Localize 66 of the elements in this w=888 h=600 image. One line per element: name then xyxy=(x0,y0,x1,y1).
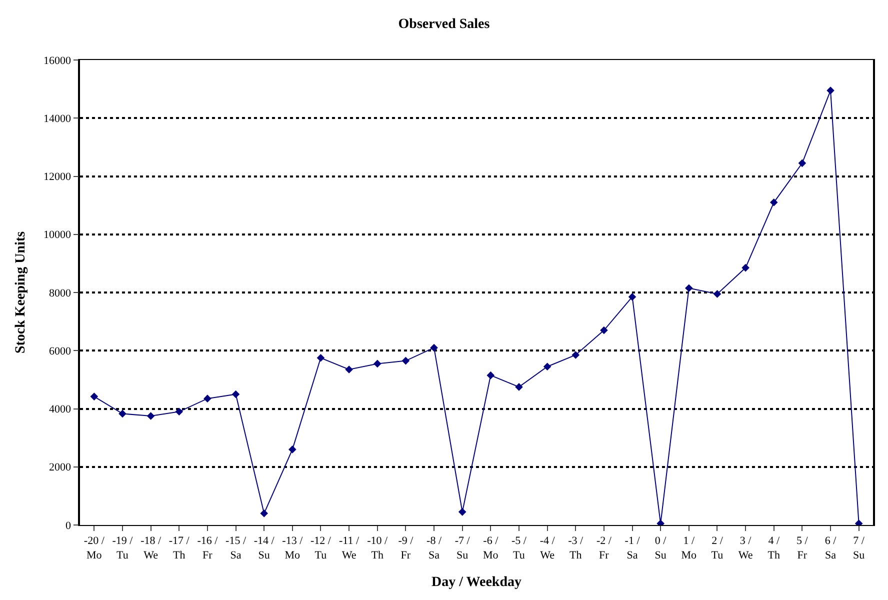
x-tick-label: -13 / Mo xyxy=(282,535,304,562)
y-tick-label: 2000 xyxy=(49,462,72,474)
point xyxy=(430,344,438,352)
point xyxy=(713,290,722,298)
x-tick-label: 5 / Fr xyxy=(796,535,809,562)
x-tick-label: -18 / We xyxy=(140,535,162,562)
x-tick-label: -1 / Sa xyxy=(624,535,641,562)
x-axis-title: Day / Weekday xyxy=(432,574,522,590)
y-tick-label: 6000 xyxy=(49,345,72,358)
x-tick-label: 1 / Mo xyxy=(681,535,698,562)
x-tick-label: -20 / Mo xyxy=(84,535,106,562)
point xyxy=(543,362,552,371)
point xyxy=(90,392,98,400)
point xyxy=(345,366,353,374)
point xyxy=(770,198,778,206)
y-tick-label: 10000 xyxy=(44,229,72,242)
chart-title: Observed Sales xyxy=(398,16,490,32)
x-tick-label: -12 / Tu xyxy=(310,535,332,562)
point xyxy=(628,292,636,301)
x-tick-label: -14 / Su xyxy=(254,535,276,562)
x-tick-label: 6 / Sa xyxy=(824,535,838,562)
point xyxy=(232,390,240,398)
point xyxy=(826,86,834,94)
x-tick-label: -19 / Tu xyxy=(112,535,134,562)
point xyxy=(600,326,608,334)
x-tick-label: 0 / Su xyxy=(654,535,668,562)
point xyxy=(146,412,155,420)
point xyxy=(373,360,382,368)
x-tick-label: 4 / Th xyxy=(768,535,780,562)
point xyxy=(515,383,523,391)
x-tick-label: -3 / Th xyxy=(568,535,584,562)
point xyxy=(118,410,126,418)
x-tick-label: -10 / Th xyxy=(367,535,389,562)
x-tick-label: 7 / Su xyxy=(853,535,866,562)
y-tick-label: 12000 xyxy=(44,171,72,184)
point xyxy=(288,446,296,454)
x-tick-label: -16 / Fr xyxy=(197,535,219,562)
x-tick-label: 3 / We xyxy=(738,535,753,562)
point xyxy=(204,394,212,402)
point xyxy=(798,159,806,168)
x-tick-label: -15 / Sa xyxy=(226,535,247,562)
y-tick-label: 14000 xyxy=(44,112,72,125)
x-tick-label: -17 / Th xyxy=(168,535,190,562)
y-tick-label: 8000 xyxy=(49,287,72,300)
point xyxy=(742,264,750,272)
point xyxy=(572,351,580,359)
point xyxy=(260,509,268,518)
point xyxy=(175,408,184,416)
y-axis-title: Stock Keeping Units xyxy=(14,230,29,354)
y-tick-label: 0 xyxy=(66,520,72,532)
x-tick-label: -8 / Sa xyxy=(426,535,442,562)
point xyxy=(402,356,410,365)
x-tick-label: 2 / Tu xyxy=(711,535,724,562)
point xyxy=(685,284,693,292)
point xyxy=(458,508,466,516)
x-tick-label: -11 / We xyxy=(339,535,360,562)
y-tick-label: 16000 xyxy=(44,54,72,67)
y-tick-label: 4000 xyxy=(49,404,72,416)
x-tick-label: -9 / Fr xyxy=(398,535,414,562)
x-tick-label: -6 / Mo xyxy=(483,535,500,562)
point xyxy=(486,371,495,380)
x-tick-label: -4 / We xyxy=(540,535,556,562)
x-tick-label: -7 / Su xyxy=(454,535,471,562)
point xyxy=(316,354,325,362)
x-tick-label: -5 / Tu xyxy=(511,535,528,562)
x-tick-label: -2 / Fr xyxy=(596,535,612,562)
